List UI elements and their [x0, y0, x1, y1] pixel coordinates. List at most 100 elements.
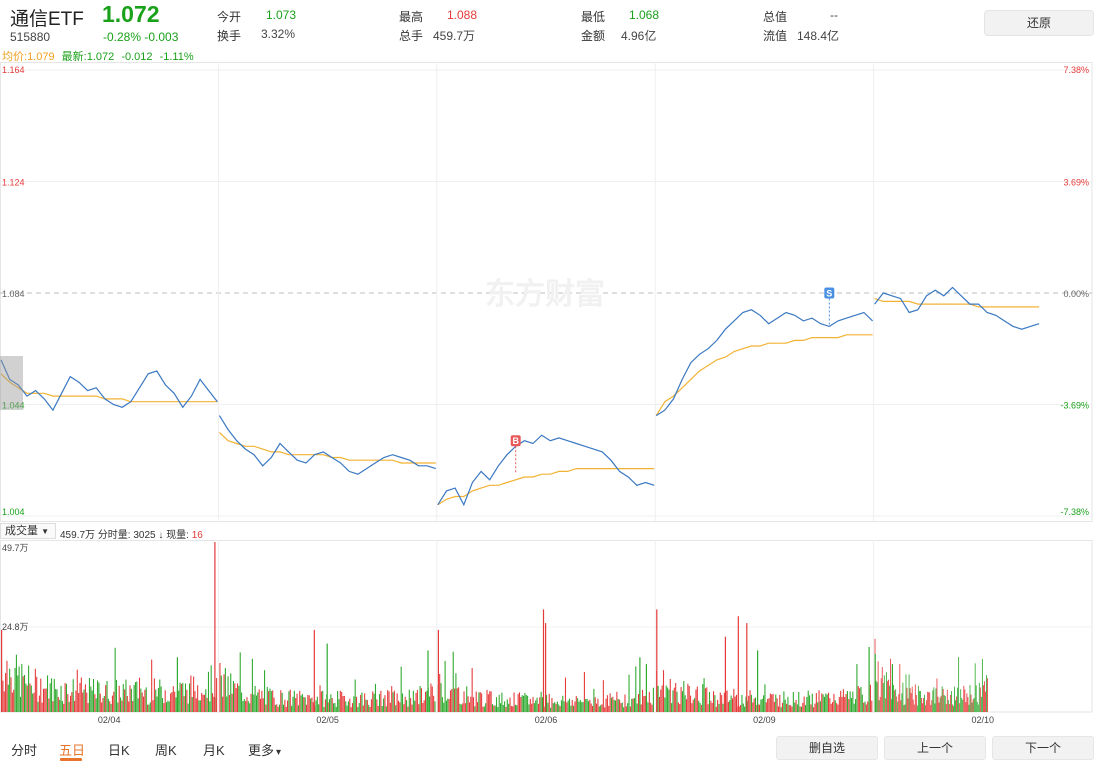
- tab-more-label: 更多: [248, 743, 275, 758]
- tab-monthly-k[interactable]: 月K: [203, 743, 225, 758]
- volume-bar: [956, 696, 957, 712]
- volume-bar: [884, 698, 886, 712]
- volume-bar: [400, 666, 402, 712]
- volume-bar: [687, 683, 689, 712]
- tab-five-day[interactable]: 五日: [59, 743, 86, 758]
- stat-amount-label: 金额: [581, 29, 606, 43]
- tab-intraday[interactable]: 分时: [11, 743, 38, 758]
- volume-bar: [867, 701, 869, 712]
- volume-spike: [313, 629, 315, 712]
- volume-bar: [115, 679, 118, 712]
- previous-button[interactable]: 上一个: [884, 736, 986, 760]
- volume-bar: [861, 694, 863, 712]
- y-tick-right: -7.38%: [1060, 507, 1089, 517]
- next-button[interactable]: 下一个: [992, 736, 1094, 760]
- price-chart[interactable]: 东方财富 1.164 7.38% 1.124 3.69% 1.084 0.00% 1.044 -…: [0, 62, 1100, 522]
- volume-bar: [957, 687, 959, 712]
- volume-spike: [639, 657, 641, 712]
- volume-bar: [55, 689, 57, 712]
- volume-bar: [426, 690, 428, 712]
- volume-bar: [284, 699, 286, 712]
- volume-bar: [258, 689, 260, 712]
- volume-bar: [18, 666, 20, 712]
- volume-bar: [48, 698, 50, 712]
- volume-bar: [978, 682, 980, 712]
- volume-bar: [864, 701, 866, 712]
- volume-bar: [197, 685, 199, 712]
- volume-bar: [742, 703, 744, 712]
- stat-open-label: 今开: [217, 10, 242, 24]
- volume-bar: [865, 704, 867, 712]
- volume-bar: [424, 691, 427, 712]
- volume-bar: [388, 691, 390, 712]
- stat-volume-value: 459.7万: [433, 29, 476, 43]
- volume-bar: [819, 701, 821, 712]
- volume-bar: [540, 691, 542, 712]
- volume-bar: [798, 692, 800, 712]
- volume-bar: [395, 705, 397, 712]
- volume-bar: [368, 704, 370, 712]
- restore-button[interactable]: 还原: [984, 10, 1094, 36]
- volume-bar: [840, 690, 842, 712]
- volume-bar: [23, 675, 26, 712]
- volume-bar: [164, 690, 166, 712]
- volume-bar: [128, 701, 130, 712]
- volume-bar: [141, 692, 143, 712]
- volume-bar: [974, 663, 976, 712]
- volume-bar: [210, 665, 212, 712]
- volume-bar: [587, 701, 590, 712]
- volume-bar: [520, 697, 522, 712]
- tab-more[interactable]: 更多 ▾: [248, 740, 281, 759]
- x-tick-02/05: 02/05: [316, 715, 339, 725]
- volume-bar: [760, 699, 762, 712]
- volume-bar: [259, 698, 262, 712]
- volume-spike: [326, 643, 328, 712]
- volume-bar: [51, 678, 53, 712]
- volume-selector[interactable]: 成交量 ▼: [0, 523, 56, 539]
- volume-bar: [401, 693, 404, 712]
- volume-bar: [226, 696, 228, 712]
- volume-bar: [98, 682, 100, 712]
- tab-daily-k[interactable]: 日K: [108, 743, 130, 758]
- volume-bar: [103, 695, 105, 712]
- volume-bar: [846, 691, 848, 712]
- volume-bar: [940, 695, 942, 712]
- volume-bar: [379, 694, 381, 712]
- volume-bar: [633, 698, 635, 712]
- volume-bar: [320, 691, 322, 712]
- volume-bar: [443, 702, 445, 712]
- volume-bar: [129, 685, 131, 712]
- volume-bar: [407, 706, 409, 712]
- volume-bar: [447, 698, 449, 712]
- tab-weekly-k[interactable]: 周K: [155, 743, 177, 758]
- volume-chart[interactable]: 49.7万 24.8万 02/04 02/05 02/06 02/09 02/10: [0, 540, 1100, 730]
- volume-bar: [223, 674, 225, 712]
- volume-bar: [213, 696, 215, 712]
- volume-bar: [601, 704, 603, 712]
- volume-bar: [202, 694, 204, 712]
- volume-bar: [397, 700, 400, 712]
- volume-bar: [419, 686, 421, 712]
- volume-bar: [594, 697, 596, 712]
- volume-bar: [276, 704, 278, 712]
- volume-bar: [924, 694, 925, 712]
- volume-bar: [631, 698, 633, 712]
- volume-bar: [934, 703, 936, 712]
- volume-bar: [822, 694, 824, 712]
- volume-bar: [345, 701, 347, 712]
- volume-bar: [349, 698, 351, 712]
- volume-bar: [730, 695, 732, 712]
- volume-bar: [287, 700, 289, 712]
- volume-bar: [347, 701, 349, 712]
- volume-bar: [384, 695, 386, 712]
- remove-watchlist-button[interactable]: 删自选: [776, 736, 878, 760]
- volume-bar: [172, 686, 174, 712]
- volume-bar: [773, 701, 775, 712]
- volume-bar: [736, 694, 738, 712]
- volume-bar: [912, 699, 914, 712]
- volume-bar: [718, 703, 720, 712]
- volume-bar: [804, 705, 807, 712]
- volume-bar: [478, 692, 480, 712]
- volume-bar: [506, 699, 508, 712]
- volume-bar: [818, 690, 820, 712]
